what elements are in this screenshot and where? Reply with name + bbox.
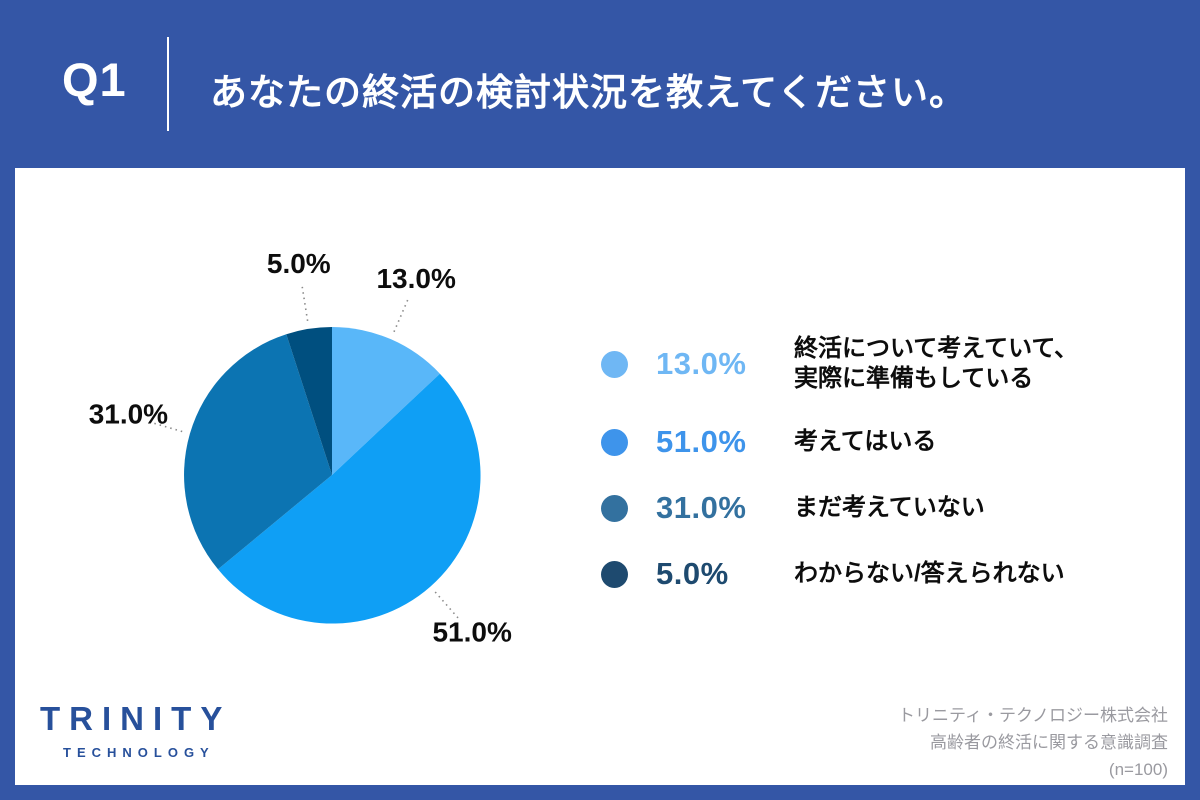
legend-item: 13.0% 終活について考えていて、 実際に準備もしている (601, 334, 1176, 394)
pie-slice-percent-label: 13.0% (376, 263, 455, 294)
legend-label: まだ考えていない (794, 494, 985, 521)
legend-percent: 51.0% (656, 424, 747, 459)
source-line: トリニティ・テクノロジー株式会社 (898, 706, 1168, 725)
pie-slice-percent-label: 31.0% (89, 398, 168, 429)
source-line: (n=100) (1108, 760, 1168, 780)
pie-label-leader-line (434, 591, 461, 622)
question-header: Q1 あなたの終活の検討状況を教えてください。 (0, 0, 1200, 168)
pie-label-leader-line (300, 283, 309, 322)
logo-secondary-text: TECHNOLOGY (63, 745, 215, 760)
legend-item: 31.0% まだ考えていない (601, 490, 1176, 526)
trinity-logo: TRINITY TECHNOLOGY (40, 700, 231, 760)
legend: 13.0% 終活について考えていて、 実際に準備もしている 51.0% 考えては… (601, 334, 1176, 592)
legend-label: 考えてはいる (794, 428, 937, 455)
question-title: あなたの終活の検討状況を教えてください。 (210, 72, 968, 113)
pie-slice (286, 326, 332, 475)
logo-primary-text: TRINITY (40, 700, 232, 737)
pie-slice-percent-label: 51.0% (432, 616, 511, 647)
legend-percent: 31.0% (656, 490, 747, 525)
legend-label: 終活について考えていて、 実際に準備もしている (794, 335, 1079, 392)
legend-item: 5.0% わからない/答えられない (601, 556, 1176, 592)
pie-slice (218, 373, 481, 624)
pie-slice-percent-label: 5.0% (267, 248, 331, 279)
pie-label-leader-line (393, 296, 410, 333)
legend-item: 51.0% 考えてはいる (601, 424, 1176, 460)
legend-percent: 13.0% (656, 346, 747, 381)
legend-dot-icon (601, 494, 628, 522)
source-note: トリニティ・テクノロジー株式会社 高齢者の終活に関する意識調査 (n=100) (898, 702, 1168, 784)
pie-label-leader-line (145, 420, 183, 433)
legend-label: わからない/答えられない (794, 560, 1065, 587)
legend-dot-icon (601, 428, 628, 456)
legend-percent: 5.0% (656, 556, 729, 591)
source-line: 高齢者の終活に関する意識調査 (930, 733, 1168, 753)
header-divider (167, 37, 169, 131)
pie-slice (184, 334, 332, 570)
pie-slice (332, 327, 440, 475)
legend-dot-icon (601, 560, 628, 588)
legend-dot-icon (601, 350, 628, 378)
question-number: Q1 (62, 53, 127, 106)
